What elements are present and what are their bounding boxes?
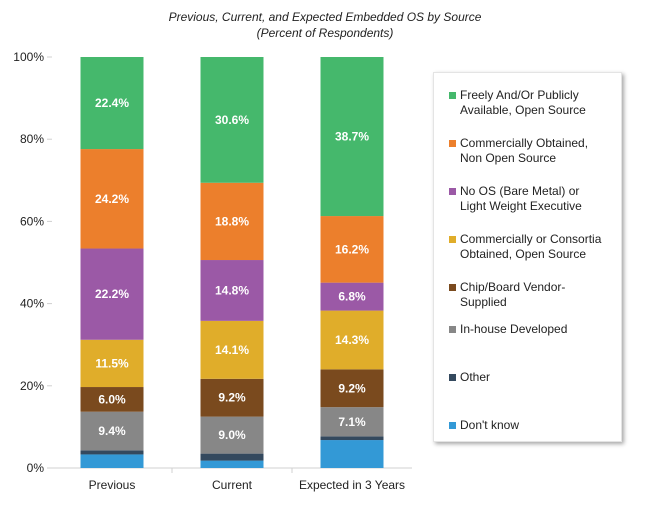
legend-swatch (449, 422, 456, 429)
legend-label: Available, Open Source (460, 103, 586, 117)
data-label: 22.4% (95, 96, 129, 110)
bar-segment (320, 407, 384, 437)
legend-item: Other (449, 370, 630, 385)
legend-label: Other (460, 370, 491, 384)
legend-item: Freely And/Or Publicly Available, Open So… (449, 88, 630, 118)
data-label: 38.7% (335, 130, 369, 144)
bar-segment (320, 282, 384, 311)
legend-label: Light Weight Executive (460, 199, 582, 213)
bar-segment (80, 411, 144, 451)
bar-segment (320, 310, 384, 370)
legend-item: Commercially or Consortia Obtained, Open … (449, 232, 630, 262)
data-label: 30.6% (215, 113, 249, 127)
data-label: 18.8% (215, 214, 249, 228)
bar-segment (80, 387, 144, 412)
bar-segment (80, 454, 144, 468)
legend-label: In-house Developed (460, 322, 568, 336)
x-tick-label: Expected in 3 Years (299, 478, 405, 492)
bar-segment (200, 453, 264, 461)
legend-item: Chip/Board Vendor- Supplied (449, 280, 630, 310)
bar-segment (320, 436, 384, 441)
legend-label: Commercially or Consortia (460, 232, 602, 246)
x-tick-label: Previous (89, 478, 136, 492)
bar-segment (200, 182, 264, 261)
data-label: 9.0% (218, 428, 246, 442)
legend-label: Chip/Board Vendor- (460, 280, 566, 294)
legend-item: In-house Developed (449, 322, 630, 337)
legend-label: No OS (Bare Metal) or (460, 184, 580, 198)
legend-label: Don't know (460, 418, 519, 432)
legend-item: No OS (Bare Metal) or Light Weight Execut… (449, 184, 630, 214)
data-label: 14.8% (215, 283, 249, 297)
stacked-bar-chart: 0% 20% 40% 60% 80% 100% 9.4% 6.0% 11.5% 22.2% 24.2… (13, 50, 412, 492)
legend-label: Non Open Source (460, 151, 557, 165)
y-tick-label: 100% (13, 50, 44, 64)
bar-segment (200, 416, 264, 454)
legend-swatch (449, 188, 456, 195)
legend: Freely And/Or Publicly Available, Open So… (433, 72, 622, 442)
bar-segment (320, 57, 384, 217)
bar-segment (320, 216, 384, 283)
bar-segment (200, 320, 264, 379)
chart-title: Previous, Current, and Expected Embedded… (168, 10, 482, 24)
bar-segment (320, 369, 384, 408)
x-tick-label: Current (212, 478, 253, 492)
bar-segment (200, 460, 264, 468)
y-tick-label: 20% (20, 379, 44, 393)
legend-swatch (449, 92, 456, 99)
legend-swatch (449, 284, 456, 291)
y-tick-label: 0% (27, 461, 45, 475)
legend-label: Supplied (460, 295, 507, 309)
data-label: 9.2% (338, 381, 366, 395)
data-label: 11.5% (95, 356, 129, 370)
y-tick-label: 60% (20, 214, 44, 228)
legend-label: Commercially Obtained, (460, 136, 589, 150)
data-label: 14.3% (335, 333, 369, 347)
bar-segment (80, 450, 144, 455)
legend-item: Don't know (449, 418, 630, 433)
data-label: 6.0% (98, 392, 126, 406)
data-label: 9.4% (98, 424, 126, 438)
legend-label: Freely And/Or Publicly (460, 88, 579, 102)
bar-segment (80, 149, 144, 249)
y-tick-label: 40% (20, 297, 44, 311)
data-label: 22.2% (95, 287, 129, 301)
bar-segment (80, 57, 144, 150)
chart-subtitle: (Percent of Respondents) (256, 26, 394, 40)
legend-swatch (449, 140, 456, 147)
bar-segment (80, 339, 144, 388)
bar-segment (200, 378, 264, 417)
bar-segment (80, 248, 144, 340)
legend-swatch (449, 326, 456, 333)
data-label: 16.2% (335, 242, 369, 256)
bar-segment (320, 440, 384, 468)
legend-label: Obtained, Open Source (460, 247, 587, 261)
y-tick-label: 80% (20, 132, 44, 146)
bar-segment (200, 57, 264, 183)
data-label: 7.1% (338, 415, 366, 429)
data-label: 9.2% (218, 391, 246, 405)
data-label: 6.8% (338, 290, 366, 304)
bar-segment (200, 260, 264, 321)
legend-swatch (449, 374, 456, 381)
legend-item: Commercially Obtained, Non Open Source (449, 136, 630, 166)
data-label: 24.2% (95, 192, 129, 206)
data-label: 14.1% (215, 343, 249, 357)
legend-swatch (449, 236, 456, 243)
